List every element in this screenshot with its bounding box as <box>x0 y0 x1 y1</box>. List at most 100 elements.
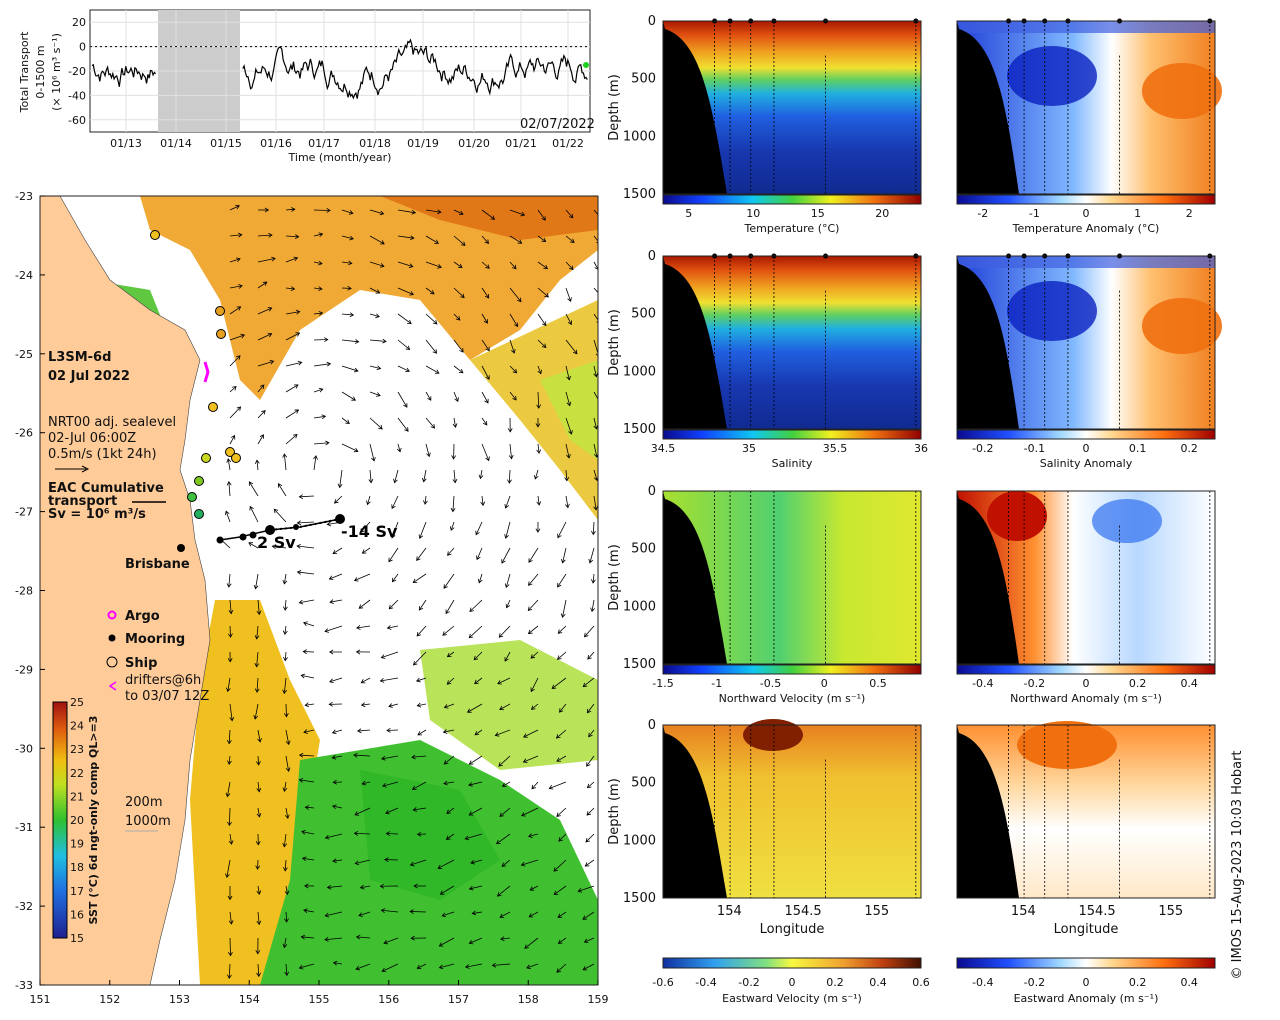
velocity-arrow-head <box>457 263 463 269</box>
sst-green-east <box>540 360 598 460</box>
velocity-arrow-head <box>474 679 479 685</box>
velocity-arrow <box>329 599 343 603</box>
velocity-arrow <box>356 625 371 629</box>
velocity-arrow <box>257 963 260 977</box>
section-frame <box>956 20 1216 195</box>
velocity-arrow-head <box>484 239 490 244</box>
section-frame <box>662 255 922 430</box>
velocity-arrow-head <box>303 908 308 914</box>
velocity-arrow <box>593 417 597 430</box>
velocity-arrow <box>313 455 317 471</box>
velocity-arrow <box>413 573 427 583</box>
transport-series-line <box>242 38 588 100</box>
mooring-4 <box>265 525 275 535</box>
map-x-tick: 159 <box>588 993 609 1006</box>
velocity-arrow <box>283 573 287 584</box>
colorbar-label: Northward Velocity (m s⁻¹) <box>719 692 866 705</box>
velocity-arrow <box>218 537 231 549</box>
velocity-arrow <box>229 911 232 925</box>
velocity-arrow-head <box>228 840 234 845</box>
velocity-arrow-head <box>449 526 455 531</box>
velocity-arrow <box>313 442 329 445</box>
colorbar-tick: -0.4 <box>695 976 716 989</box>
velocity-arrow-head <box>415 677 421 683</box>
velocity-arrow-head <box>304 805 310 810</box>
velocity-arrow <box>509 443 512 459</box>
velocity-arrow-head <box>556 968 561 973</box>
velocity-arrow <box>303 909 315 913</box>
velocity-arrow <box>257 911 260 925</box>
velocity-arrow-head <box>254 459 260 465</box>
velocity-arrow-head <box>282 453 288 458</box>
velocity-arrow-head <box>577 888 583 893</box>
velocity-arrow <box>332 859 343 862</box>
velocity-arrow-head <box>460 293 465 299</box>
velocity-arrow <box>593 339 598 355</box>
velocity-arrow <box>509 391 517 401</box>
bathymetry-shelf <box>957 491 1019 664</box>
velocity-arrow <box>558 937 567 944</box>
velocity-arrow <box>369 469 372 483</box>
velocity-arrow <box>229 285 243 289</box>
velocity-arrow <box>388 703 399 707</box>
velocity-arrow-head <box>469 607 474 613</box>
velocity-arrow <box>411 755 427 758</box>
velocity-arrow-head <box>432 349 438 354</box>
velocity-arrow <box>529 885 539 891</box>
velocity-arrow <box>565 469 568 481</box>
velocity-arrow <box>397 443 401 452</box>
colorbar-label: Temperature (°C) <box>744 222 840 235</box>
velocity-arrow <box>425 339 437 354</box>
depth-tick: 0 <box>648 14 656 29</box>
velocity-arrow-head <box>437 264 442 269</box>
ship-marker <box>194 509 204 519</box>
section-colorbar <box>662 429 922 440</box>
velocity-arrow <box>425 391 432 401</box>
velocity-arrow <box>425 443 430 457</box>
velocity-arrow <box>285 287 295 290</box>
velocity-arrow <box>593 495 597 510</box>
velocity-arrow <box>302 857 315 861</box>
velocity-arrow <box>257 384 265 393</box>
velocity-arrow <box>556 807 567 817</box>
velocity-arrow-head <box>528 913 534 918</box>
velocity-arrow-head <box>353 367 359 373</box>
velocity-arrow-head <box>228 951 233 957</box>
velocity-arrow <box>297 521 315 524</box>
velocity-arrow-head <box>570 238 575 243</box>
velocity-arrow <box>557 651 567 660</box>
velocity-arrow <box>586 755 595 767</box>
velocity-arrow <box>474 729 483 736</box>
velocity-arrow-head <box>473 655 479 661</box>
velocity-arrow-head <box>416 702 422 708</box>
velocity-arrow <box>228 755 231 765</box>
velocity-arrow <box>565 495 569 508</box>
depth-tick: 500 <box>631 72 656 87</box>
map-y-tick: -30 <box>15 742 33 755</box>
velocity-arrow <box>509 209 525 216</box>
map-y-tick: -32 <box>15 900 33 913</box>
velocity-arrow <box>425 287 435 295</box>
velocity-arrow-head <box>527 629 533 635</box>
velocity-arrow-head <box>368 478 374 484</box>
velocity-arrow-head <box>391 504 396 510</box>
velocity-arrow <box>394 469 399 483</box>
velocity-arrow-head <box>388 703 393 708</box>
velocity-arrow-head <box>535 423 541 428</box>
velocity-arrow-head <box>584 862 590 867</box>
velocity-arrow <box>325 833 343 839</box>
velocity-arrow <box>559 703 567 713</box>
velocity-arrow-head <box>464 835 470 841</box>
velocity-arrow-head <box>296 569 302 575</box>
velocity-arrow-head <box>409 291 415 296</box>
mooring-5 <box>293 524 299 530</box>
velocity-arrow-head <box>586 783 592 789</box>
velocity-arrow-head <box>282 579 288 585</box>
velocity-arrow-head <box>381 755 386 761</box>
velocity-arrow <box>285 885 288 895</box>
velocity-arrow-head <box>226 481 232 486</box>
velocity-arrow <box>257 599 260 615</box>
velocity-arrow-head <box>499 705 504 711</box>
velocity-arrow-head <box>530 687 535 693</box>
velocity-arrow-head <box>536 404 542 409</box>
